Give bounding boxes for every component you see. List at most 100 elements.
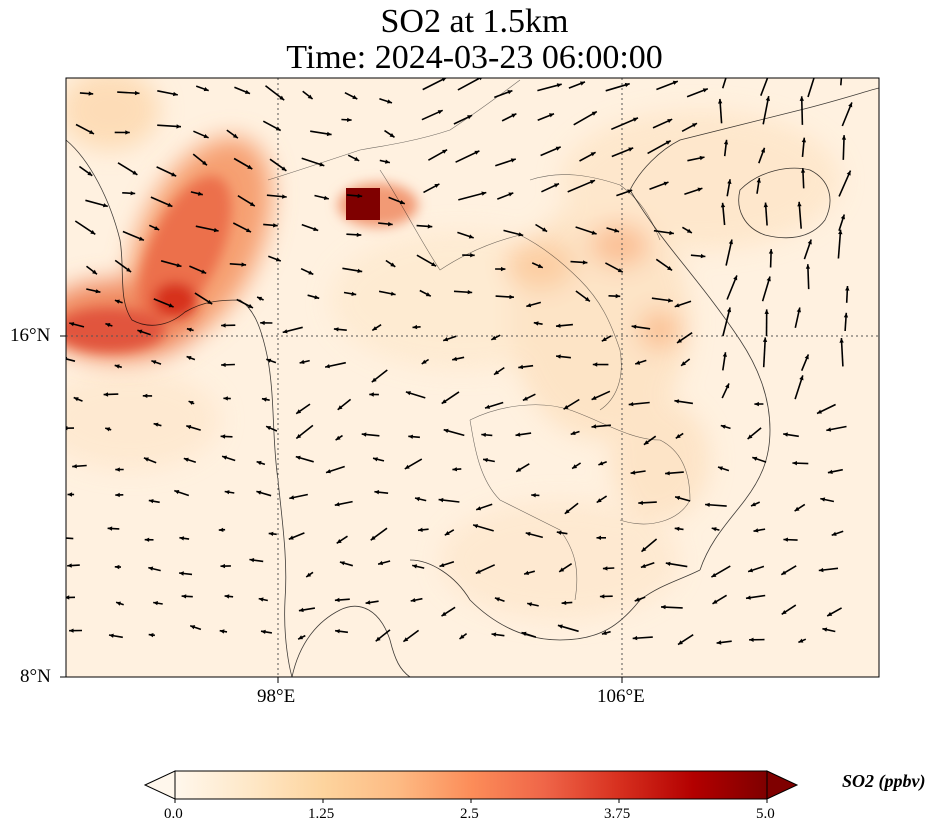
wind-arrow-head	[481, 191, 487, 196]
wind-arrow-head	[188, 401, 194, 405]
wind-arrow-head	[720, 202, 726, 208]
wind-arrow-head	[494, 370, 499, 375]
wind-arrow-head	[518, 364, 524, 370]
wind-arrow-head	[434, 183, 440, 188]
wind-arrow-head	[114, 564, 120, 570]
wind-arrow-head	[766, 276, 771, 282]
wind-arrow-head	[115, 467, 120, 472]
wind-arrow-head	[357, 268, 363, 273]
wind-arrow-head	[596, 498, 602, 503]
wind-arrow-head	[390, 291, 396, 296]
wind-arrow-head	[674, 399, 680, 404]
wind-arrow-head	[515, 432, 521, 437]
wind-arrow-head	[220, 563, 226, 569]
wind-arrow-head	[148, 633, 154, 638]
colorbar-label: SO2 (ppbv)	[842, 771, 926, 791]
wind-arrow-head	[668, 298, 673, 303]
wind-arrow-head	[223, 396, 228, 401]
wind-arrow-head	[266, 358, 272, 363]
wind-arrow-head	[733, 275, 738, 281]
wind-arrow-head	[307, 94, 313, 99]
wind-arrow-head	[246, 228, 251, 233]
wind-arrow-head	[807, 239, 812, 245]
x-tick-106e: 106°E	[597, 686, 645, 707]
wind-arrow-head	[268, 531, 274, 536]
wind-arrow-head	[727, 179, 732, 184]
wind-arrow-head	[289, 495, 295, 500]
wind-arrow-head	[641, 547, 647, 552]
wind-arrow-head	[203, 87, 209, 92]
wind-arrow-head	[781, 610, 787, 615]
wind-arrow-head	[752, 456, 758, 461]
wind-arrow-head	[153, 601, 158, 606]
colorbar-tick-3: 3.75	[604, 806, 631, 822]
wind-arrow-head	[224, 490, 230, 495]
map-title: SO2 at 1.5km	[380, 3, 569, 40]
wind-arrow-head	[439, 563, 445, 568]
wind-arrow-head	[783, 432, 788, 437]
wind-arrow-head	[590, 180, 595, 185]
wind-arrow-head	[467, 290, 473, 295]
wind-arrow-head	[678, 640, 683, 645]
wind-arrow-head	[667, 119, 673, 123]
wind-arrow-head	[325, 364, 330, 369]
wind-arrow-head	[827, 469, 833, 474]
wind-arrow-head	[840, 64, 844, 69]
wind-arrow-head	[441, 399, 447, 404]
wind-arrow-head	[260, 320, 265, 326]
wind-arrow-head	[296, 409, 302, 414]
wind-arrow-head	[247, 164, 253, 169]
wind-arrow-head	[555, 146, 561, 151]
axis-ticks	[60, 335, 623, 683]
wind-arrow-head	[665, 561, 671, 566]
wind-arrow-head	[148, 566, 154, 571]
wind-arrow-head	[518, 232, 524, 237]
wind-arrow-head	[418, 527, 423, 532]
wind-arrow-head	[531, 493, 536, 498]
wind-arrow-head	[800, 168, 806, 173]
x-tick-98e: 98°E	[257, 686, 296, 707]
wind-arrow-head	[596, 535, 601, 540]
wind-arrow	[721, 78, 727, 89]
wind-arrow-head	[365, 600, 371, 605]
wind-arrow-head	[282, 194, 287, 199]
wind-arrow-head	[491, 632, 497, 637]
wind-arrow-head	[334, 597, 340, 603]
wind-arrow-head	[624, 82, 630, 88]
wind-arrow-head	[257, 296, 263, 301]
wind-arrow-head	[371, 377, 377, 383]
wind-arrow-head	[207, 299, 213, 305]
wind-arrow-head	[202, 160, 207, 166]
wind-arrow-head	[221, 323, 226, 328]
wind-arrow-head	[337, 405, 343, 410]
wind-arrow-head	[521, 631, 527, 636]
wind-arrow-head	[564, 509, 570, 514]
colorbar-tick-4: 5.0	[756, 806, 775, 822]
wind-arrow-head	[591, 424, 597, 429]
wind-vectors	[66, 64, 853, 646]
wind-arrow-head	[846, 170, 851, 176]
wind-arrow-head	[537, 263, 543, 268]
wind-arrow-head	[556, 323, 561, 328]
wind-arrow	[837, 229, 842, 259]
wind-arrow-head	[722, 352, 727, 357]
wind-arrow-head	[491, 335, 497, 340]
wind-arrow-head	[249, 201, 255, 207]
wind-arrow-head	[467, 115, 473, 120]
wind-arrow-head	[483, 458, 488, 463]
wind-arrow-head	[838, 229, 843, 235]
wind-arrow-head	[88, 91, 94, 96]
wind-arrow-head	[273, 223, 278, 228]
wind-arrow-head	[116, 601, 121, 606]
wind-arrow-head	[848, 102, 853, 108]
wind-arrow-head	[352, 95, 358, 99]
wind-arrow-head	[443, 337, 449, 342]
wind-arrow-head	[762, 337, 768, 342]
wind-arrow-head	[333, 327, 339, 332]
wind-arrow-head	[570, 430, 576, 435]
wind-arrow-head	[747, 434, 753, 439]
wind-arrow-head	[323, 195, 329, 200]
wind-arrow-head	[452, 356, 458, 361]
wind-arrow-head	[556, 530, 562, 535]
wind-arrow-head	[601, 337, 607, 342]
